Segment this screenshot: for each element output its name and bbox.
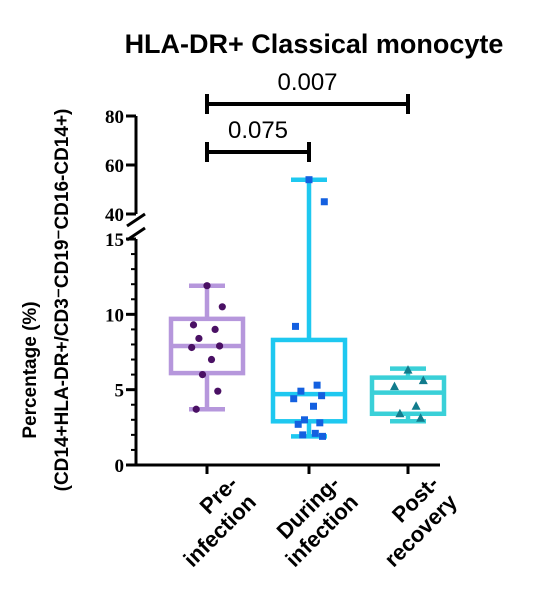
data-point (297, 387, 305, 395)
y-tick-label: 15 (105, 230, 124, 251)
box-iqr (270, 337, 348, 424)
p-value-label: 0.075 (228, 117, 288, 144)
x-category-label: Pre-infection (178, 471, 260, 572)
y-tick-label: 0 (115, 456, 125, 477)
data-point (188, 343, 196, 352)
data-point (195, 334, 203, 343)
data-point (207, 355, 216, 364)
data-point (319, 432, 326, 440)
data-point (211, 325, 219, 333)
data-point (318, 392, 326, 400)
data-point (310, 402, 317, 410)
data-point (416, 413, 426, 422)
data-point (311, 429, 319, 437)
significance-brackets: 0.075 0.007 (205, 69, 410, 162)
data-point (299, 431, 307, 439)
y-tick-label: 5 (115, 381, 125, 402)
p-value-label: 0.007 (277, 69, 337, 96)
data-point (189, 321, 198, 329)
data-point (192, 405, 200, 413)
data-point (292, 322, 299, 330)
boxes (168, 177, 447, 439)
data-point (216, 342, 224, 350)
y-tick-label: 10 (105, 305, 124, 326)
x-category-label: During-infection (272, 471, 363, 572)
axes: 0 5 10 15 40 60 80 (105, 107, 440, 477)
data-point (198, 371, 207, 379)
data-point (203, 282, 211, 290)
data-point (294, 420, 302, 428)
data-point (403, 365, 413, 374)
y-axis-label-line2: (CD14+HLA-DR+/CD3⁻CD19⁻CD16-CD14+) (52, 109, 73, 492)
data-point (316, 419, 324, 427)
data-point (418, 375, 428, 385)
x-category-label: Post-recovery (379, 471, 462, 572)
data-point (218, 303, 226, 311)
data-point (301, 416, 308, 424)
data-point (290, 395, 298, 403)
data-point (411, 401, 421, 410)
box-iqr (369, 375, 447, 417)
y-tick-label: 60 (105, 156, 124, 177)
data-point (313, 381, 321, 389)
axis-break-mark (126, 212, 146, 228)
y-tick-label: 80 (105, 107, 124, 128)
data-point (320, 198, 328, 206)
y-tick-label: 40 (105, 205, 124, 226)
data-point (305, 176, 313, 184)
chart-title: HLA-DR+ Classical monocyte (125, 29, 504, 59)
x-axis-labels: Pre-infection During-infection Post-recove… (178, 471, 462, 572)
data-point (390, 381, 399, 391)
data-points (188, 176, 428, 440)
data-point (395, 408, 405, 418)
data-point (214, 387, 222, 395)
y-axis-label-line1: Percentage (%) (20, 301, 41, 438)
